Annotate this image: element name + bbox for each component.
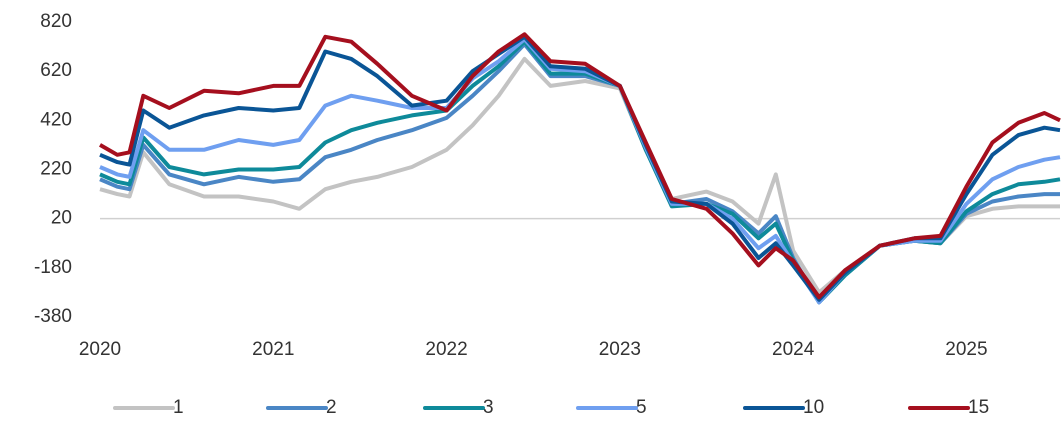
legend-label: 2 [326,397,337,418]
x-tick-label: 2022 [425,339,467,360]
x-tick-label: 2023 [599,339,641,360]
y-tick-label: 620 [40,60,72,81]
y-tick-label: 420 [40,109,72,130]
y-tick-label: 220 [40,159,72,180]
x-tick-label: 2024 [772,339,815,360]
legend-label: 10 [803,397,824,418]
legend-label: 15 [968,397,989,418]
y-tick-label: -380 [34,306,72,327]
x-tick-label: 2021 [252,339,294,360]
legend-label: 1 [173,397,184,418]
x-tick-label: 2025 [945,339,987,360]
y-tick-label: -180 [34,257,72,278]
series-line [99,37,1061,305]
legend-label: 5 [636,397,647,418]
series-line [99,32,1061,300]
y-tick-label: 20 [51,208,72,229]
y-tick-label: 820 [40,11,72,32]
x-tick-label: 2020 [79,339,121,360]
legend-label: 3 [483,397,494,418]
